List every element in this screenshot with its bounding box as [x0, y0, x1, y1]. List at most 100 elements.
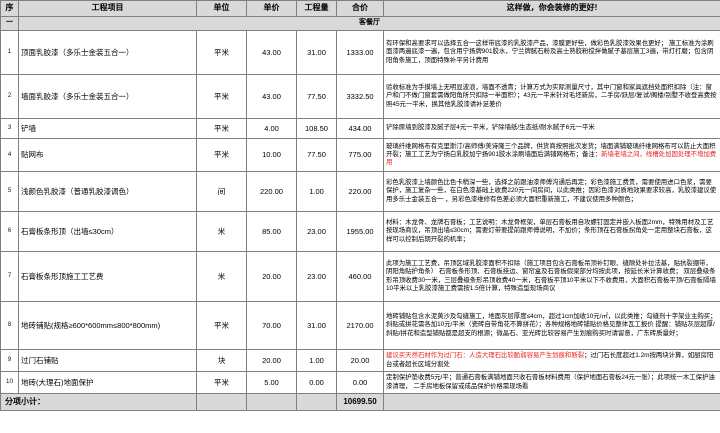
- cell-unit: 平米: [196, 371, 247, 394]
- cell-seq: 8: [0, 301, 19, 350]
- note-text: 此项为施工工艺费，吊顶区域乳胶漆面积不扣除（施工项目包含石膏板吊顶补钉眼、缝隙处…: [386, 260, 716, 292]
- note-text: 彩色乳胶漆上墙颜色比色卡稍深一些，选择之前跟油漆师傅沟通后再定；彩色漆施工费贵，…: [386, 179, 717, 203]
- cell-qty: 23.00: [296, 211, 337, 252]
- cell-item: 石膏板条形顶施工工艺费: [18, 251, 197, 302]
- cell-price: 5.00: [246, 371, 297, 394]
- cell-total: 20.00: [336, 349, 384, 372]
- column-header-price: 单价: [246, 0, 297, 17]
- subtotal-blank-unit: [196, 393, 247, 411]
- cell-item: 铲墙: [18, 118, 197, 139]
- table-row: 3 铲墙 平米 4.00 108.50 434.00 铲除原墙到胶漆及腻子层4元…: [0, 118, 720, 139]
- table-header: 序 工程项目 单位 单价 工程量 合价 这样做，你会装修的更好!: [0, 0, 720, 17]
- cell-note: 材料：木龙骨、龙牌石膏板；工艺说明：木龙骨框架，单层石膏板用自攻螺钉固定并嵌入板…: [383, 211, 720, 252]
- note-text: 铲除原墙到胶漆及腻子层4元一平米，铲除墙纸/生态纸/耐水腻子6元一平米: [386, 124, 595, 132]
- cell-seq: 5: [0, 171, 19, 212]
- column-header-item: 工程项目: [18, 0, 197, 17]
- note-text: 玻璃纤维网格布有克里斯汀/高师傅/美诗隆三个品牌，供货商按照批次发货；墙面满铺玻…: [386, 142, 716, 158]
- cell-unit: 平米: [196, 74, 247, 119]
- cell-unit: 平米: [196, 138, 247, 172]
- cell-item: 地砖(大理石)地面保护: [18, 371, 197, 394]
- cell-note: 玻璃纤维网格布有克里斯汀/高师傅/美诗隆三个品牌，供货商按照批次发货；墙面满铺玻…: [383, 138, 720, 172]
- cell-unit: 间: [196, 171, 247, 212]
- table-row: 7 石膏板条形顶施工工艺费 米 20.00 23.00 460.00 此项为施工…: [0, 251, 720, 302]
- cell-seq: 3: [0, 118, 19, 139]
- cell-price: 220.00: [246, 171, 297, 212]
- cell-price: 4.00: [246, 118, 297, 139]
- column-header-note: 这样做，你会装修的更好!: [383, 0, 720, 17]
- cell-seq: 4: [0, 138, 19, 172]
- cell-total: 220.00: [336, 171, 384, 212]
- subtotal-value: 10699.50: [336, 393, 384, 411]
- quotation-table: 序 工程项目 单位 单价 工程量 合价 这样做，你会装修的更好! 一 客餐厅 1…: [0, 0, 720, 411]
- cell-note: 定制保护垫收费5元/平；普通石膏板满铺地面只收石膏板材料费用（保护地面石膏板24…: [383, 371, 720, 394]
- cell-item: 墙面乳胶漆（多乐士金装五合一）: [18, 74, 197, 119]
- cell-total: 434.00: [336, 118, 384, 139]
- section-row-living-dining: 一 客餐厅: [0, 16, 720, 31]
- cell-price: 20.00: [246, 349, 297, 372]
- table-row: 6 石膏板条形顶（出墙≤30cm） 米 85.00 23.00 1955.00 …: [0, 211, 720, 252]
- note-text: 材料：木龙骨、龙牌石膏板；工艺说明：木龙骨框架，单层石膏板用自攻螺钉固定并嵌入板…: [386, 219, 714, 243]
- cell-item: 贴网布: [18, 138, 197, 172]
- table-row: 8 地砖铺贴(规格≥600*600mm≤800*800mm) 平米 70.00 …: [0, 301, 720, 350]
- cell-item: 地砖铺贴(规格≥600*600mm≤800*800mm): [18, 301, 197, 350]
- table-row: 4 贴网布 平米 10.00 77.50 775.00 玻璃纤维网格布有克里斯汀…: [0, 138, 720, 172]
- cell-qty: 1.00: [296, 349, 337, 372]
- cell-total: 3332.50: [336, 74, 384, 119]
- cell-note: 彩色乳胶漆上墙颜色比色卡稍深一些，选择之前跟油漆师傅沟通后再定；彩色漆施工费贵，…: [383, 171, 720, 212]
- cell-note: 验收标准为手摸墙上无明显波浪，墙面不透青；计算方式为实际测量尺寸，其中门窗和家具…: [383, 74, 720, 119]
- note-text-highlight: 建议买天然石材作为过门石：人造大理石比较脆弱容易产生划痕和断裂: [386, 352, 585, 360]
- table-row: 10 地砖(大理石)地面保护 平米 5.00 0.00 0.00 定制保护垫收费…: [0, 371, 720, 394]
- cell-item: 过门石铺贴: [18, 349, 197, 372]
- cell-price: 20.00: [246, 251, 297, 302]
- column-header-total: 合价: [336, 0, 384, 17]
- cell-seq: 6: [0, 211, 19, 252]
- cell-qty: 31.00: [296, 301, 337, 350]
- cell-total: 460.00: [336, 251, 384, 302]
- subtotal-blank-price: [246, 393, 297, 411]
- cell-total: 2170.00: [336, 301, 384, 350]
- cell-seq: 10: [0, 371, 19, 394]
- cell-note: 地砖铺贴包含水泥黄沙及勾缝施工，地面灰层厚度≤4cm，超过1cm加收10元/㎡，…: [383, 301, 720, 350]
- column-header-qty: 工程量: [296, 0, 337, 17]
- section-seq: 一: [0, 16, 19, 31]
- cell-unit: 平米: [196, 301, 247, 350]
- cell-price: 70.00: [246, 301, 297, 350]
- cell-total: 775.00: [336, 138, 384, 172]
- subtotal-row: 分项小计： 10699.50: [0, 393, 720, 411]
- note-text: ；过门石长度超过1.2m按两块计算，如厨房阳台或者超长区域分割处: [386, 352, 714, 368]
- column-header-unit: 单位: [196, 0, 247, 17]
- cell-total: 1955.00: [336, 211, 384, 252]
- cell-total: 1333.00: [336, 30, 384, 75]
- table-row: 2 墙面乳胶漆（多乐士金装五合一） 平米 43.00 77.50 3332.50…: [0, 74, 720, 119]
- cell-seq: 1: [0, 30, 19, 75]
- note-text-highlight: 新墙老墙之间，线槽处加固处理不增加费用: [386, 150, 717, 167]
- subtotal-label: 分项小计：: [0, 393, 197, 411]
- section-title: 客餐厅: [18, 16, 720, 31]
- cell-item: 顶面乳胶漆（多乐士金装五合一）: [18, 30, 197, 75]
- cell-qty: 77.50: [296, 74, 337, 119]
- cell-price: 43.00: [246, 74, 297, 119]
- cell-qty: 108.50: [296, 118, 337, 139]
- subtotal-blank-note: [383, 393, 720, 411]
- cell-seq: 2: [0, 74, 19, 119]
- note-text: 有环保和高要求可以选择五合一这样带底漆的乳胶漆产品，漆膜更好些，做彩色乳胶漆效果…: [386, 40, 714, 64]
- note-text: 定制保护垫收费5元/平；普通石膏板满铺地面只收石膏板材料费用（保护地面石膏板24…: [386, 374, 715, 390]
- cell-qty: 1.00: [296, 171, 337, 212]
- cell-seq: 9: [0, 349, 19, 372]
- header-row: 序 工程项目 单位 单价 工程量 合价 这样做，你会装修的更好!: [0, 0, 720, 17]
- cell-qty: 77.50: [296, 138, 337, 172]
- cell-qty: 23.00: [296, 251, 337, 302]
- cell-note: 铲除原墙到胶漆及腻子层4元一平米，铲除墙纸/生态纸/耐水腻子6元一平米: [383, 118, 720, 139]
- cell-item: 浅颜色乳胶漆（普通乳胶漆调色）: [18, 171, 197, 212]
- cell-note: 此项为施工工艺费，吊顶区域乳胶漆面积不扣除（施工项目包含石膏板吊顶补钉眼、缝隙处…: [383, 251, 720, 302]
- note-text: 验收标准为手摸墙上无明显波浪，墙面不透青；计算方式为实际测量尺寸，其中门窗和家具…: [386, 84, 717, 108]
- cell-total: 0.00: [336, 371, 384, 394]
- table-row: 1 顶面乳胶漆（多乐士金装五合一） 平米 43.00 31.00 1333.00…: [0, 30, 720, 75]
- cell-price: 10.00: [246, 138, 297, 172]
- note-text: 地砖铺贴包含水泥黄沙及勾缝施工，地面灰层厚度≤4cm，超过1cm加收10元/㎡，…: [386, 313, 717, 337]
- cell-qty: 0.00: [296, 371, 337, 394]
- cell-seq: 7: [0, 251, 19, 302]
- cell-note: 有环保和高要求可以选择五合一这样带底漆的乳胶漆产品，漆膜更好些，做彩色乳胶漆效果…: [383, 30, 720, 75]
- cell-unit: 块: [196, 349, 247, 372]
- cell-unit: 平米: [196, 118, 247, 139]
